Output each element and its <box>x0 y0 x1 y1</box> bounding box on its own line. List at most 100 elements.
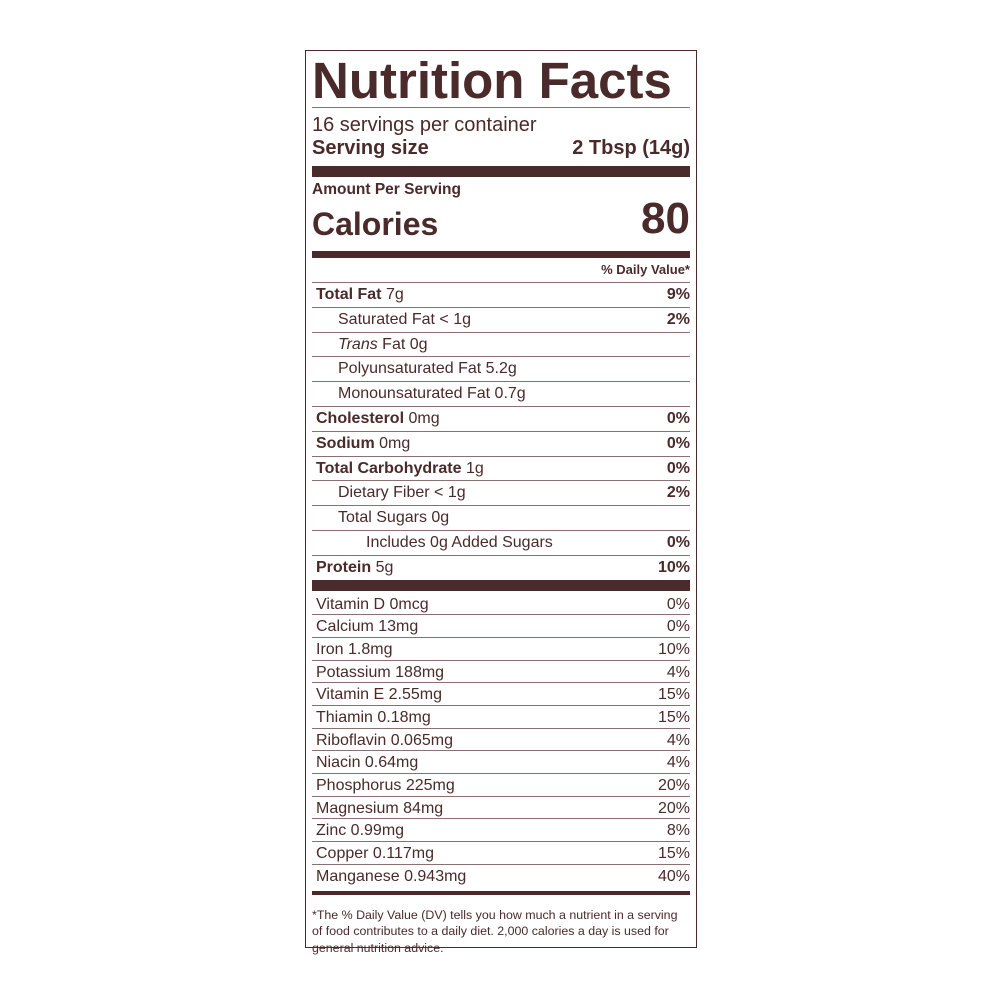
vitamin-row: Copper 0.117mg 15% <box>312 841 690 864</box>
nutrient-amount: 0mg <box>379 434 411 452</box>
thick-divider <box>312 166 690 177</box>
nutrient-row: Sodium 0mg 0% <box>312 430 690 456</box>
nutrient-daily-value: 10% <box>657 558 690 576</box>
nutrient-daily-value: 0% <box>666 409 690 427</box>
nutrient-amount: 5g <box>375 558 394 576</box>
nutrient-name: Dietary Fiber <box>338 484 430 502</box>
nutrient-daily-value: 2% <box>666 310 690 328</box>
vitamin-row: Magnesium 84mg 20% <box>312 795 690 819</box>
nutrient-row: Total Fat 7g 9% <box>312 282 690 307</box>
medium-divider <box>312 251 690 258</box>
vitamin-label: Calcium 13mg <box>316 618 419 636</box>
divider <box>312 107 690 108</box>
vitamin-label: Iron 1.8mg <box>316 640 393 658</box>
thick-divider <box>312 579 690 591</box>
nutrient-row: Total Carbohydrate 1g 0% <box>312 455 690 481</box>
nutrient-row: Saturated Fat < 1g 2% <box>312 306 690 332</box>
nutrient-name: Total Fat <box>316 286 382 303</box>
vitamin-row: Niacin 0.64mg 4% <box>312 750 690 773</box>
nutrient-row: Protein 5g 10% <box>312 554 690 580</box>
vitamin-row: Vitamin D 0mcg 0% <box>312 593 690 615</box>
vitamin-label: Vitamin D 0mcg <box>316 595 429 613</box>
vitamin-daily-value: 15% <box>657 845 690 863</box>
vitamin-label: Zinc 0.99mg <box>316 822 405 840</box>
nutrient-daily-value: 9% <box>666 286 690 303</box>
vitamin-label: Manganese 0.943mg <box>316 867 467 885</box>
vitamin-label: Thiamin 0.18mg <box>316 709 431 726</box>
vitamin-row: Potassium 188mg 4% <box>312 659 690 683</box>
serving-size-label: Serving size <box>312 137 429 159</box>
nutrient-daily-value: 2% <box>666 484 690 502</box>
nutrient-row: Dietary Fiber < 1g 2% <box>312 480 690 505</box>
nutrient-name: Total Sugars <box>338 509 427 527</box>
nutrient-row: Trans Fat 0g <box>312 331 690 357</box>
vitamin-daily-value: 0% <box>666 595 690 613</box>
vitamin-daily-value: 10% <box>657 640 690 658</box>
nutrient-amount: 0.7g <box>494 385 526 403</box>
nutrient-name: Total Carbohydrate <box>316 459 462 477</box>
nutrient-label: Trans Fat 0g <box>312 333 428 357</box>
nutrient-label: Saturated Fat < 1g <box>312 308 471 332</box>
nutrient-amount: < 1g <box>434 484 466 502</box>
nutrient-row: Monounsaturated Fat 0.7g <box>312 381 690 406</box>
footnote: *The % Daily Value (DV) tells you how mu… <box>312 907 678 955</box>
amount-per-serving: Amount Per Serving <box>312 181 461 198</box>
vitamin-label: Potassium 188mg <box>316 663 445 681</box>
vitamin-label: Copper 0.117mg <box>316 845 434 863</box>
nutrient-name: Saturated Fat <box>338 310 435 328</box>
vitamin-row: Phosphorus 225mg 20% <box>312 773 690 796</box>
nutrient-amount: < 1g <box>439 310 471 328</box>
vitamin-row: Manganese 0.943mg 40% <box>312 863 690 887</box>
nutrient-label: Sodium 0mg <box>312 432 410 456</box>
nutrient-daily-value: 0% <box>666 434 690 452</box>
vitamin-list: Vitamin D 0mcg 0% Calcium 13mg 0% Iron 1.8mg… <box>312 593 690 887</box>
calories-row: Calories 80 <box>312 194 690 243</box>
serving-size-row: Serving size 2 Tbsp (14g) <box>312 136 690 160</box>
nutrient-list: Total Fat 7g 9% Saturated Fat < 1g 2% Trans … <box>312 282 690 580</box>
vitamin-daily-value: 40% <box>657 867 690 885</box>
nutrient-name: Includes 0g Added Sugars <box>366 533 553 551</box>
vitamin-daily-value: 4% <box>666 663 690 681</box>
vitamin-label: Magnesium 84mg <box>316 799 444 817</box>
nutrient-label: Total Sugars 0g <box>312 506 449 530</box>
nutrient-label: Protein 5g <box>312 556 393 580</box>
vitamin-daily-value: 15% <box>657 709 690 726</box>
vitamin-daily-value: 4% <box>666 754 690 772</box>
vitamin-label: Riboflavin 0.065mg <box>316 731 453 749</box>
vitamin-label: Niacin 0.64mg <box>316 754 419 772</box>
vitamin-row: Vitamin E 2.55mg 15% <box>312 682 690 705</box>
serving-size-value: 2 Tbsp (14g) <box>572 137 690 159</box>
daily-value-header: % Daily Value* <box>601 262 690 277</box>
vitamin-daily-value: 4% <box>666 731 690 749</box>
vitamin-row: Riboflavin 0.065mg 4% <box>312 727 690 751</box>
nutrient-label: Dietary Fiber < 1g <box>312 481 466 505</box>
nutrient-label: Total Fat 7g <box>312 283 404 307</box>
vitamin-row: Zinc 0.99mg 8% <box>312 818 690 841</box>
calories-label: Calories <box>312 206 439 242</box>
vitamin-daily-value: 15% <box>657 686 690 704</box>
vitamin-row: Thiamin 0.18mg 15% <box>312 705 690 728</box>
nutrient-label: Includes 0g Added Sugars <box>312 531 553 555</box>
vitamin-row: Calcium 13mg 0% <box>312 614 690 637</box>
nutrient-row: Includes 0g Added Sugars 0% <box>312 529 690 555</box>
vitamin-daily-value: 20% <box>657 799 690 817</box>
nutrient-daily-value: 0% <box>666 459 690 477</box>
nutrient-name: Polyunsaturated Fat <box>338 360 482 378</box>
nutrient-name: Cholesterol <box>316 409 405 427</box>
nutrient-label: Monounsaturated Fat 0.7g <box>312 382 526 406</box>
vitamin-daily-value: 8% <box>666 822 690 840</box>
nutrient-amount: Fat 0g <box>382 335 428 353</box>
nutrient-name: Protein <box>316 558 372 576</box>
nutrient-amount: 5.2g <box>485 360 517 378</box>
label-title: Nutrition Facts <box>312 52 672 109</box>
nutrient-name: Sodium <box>316 434 375 452</box>
footnote-divider <box>312 890 690 895</box>
vitamin-daily-value: 0% <box>666 618 690 636</box>
nutrient-amount: 7g <box>385 286 404 303</box>
nutrient-amount: 0mg <box>408 409 440 427</box>
nutrient-amount: 0g <box>431 509 450 527</box>
nutrient-name: Trans <box>338 335 378 353</box>
calories-value: 80 <box>641 194 690 243</box>
vitamin-daily-value: 20% <box>657 777 690 795</box>
nutrient-label: Cholesterol 0mg <box>312 407 440 431</box>
